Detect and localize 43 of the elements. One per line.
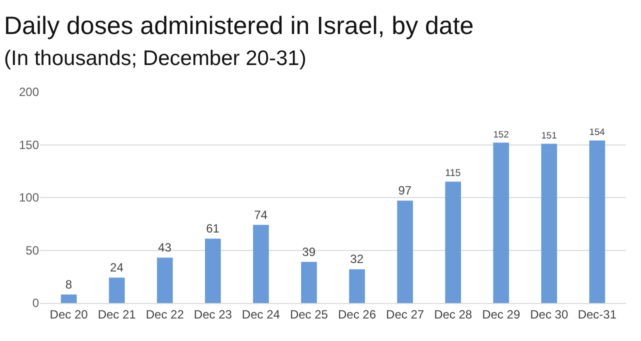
- data-label: 39: [302, 244, 316, 259]
- bar: [301, 262, 317, 303]
- x-tick-label: Dec 29: [482, 307, 520, 322]
- bar: [589, 140, 606, 303]
- data-label: 151: [541, 130, 557, 140]
- bar: [349, 269, 365, 303]
- bar: [541, 144, 558, 303]
- bar: [493, 142, 510, 303]
- data-label: 8: [65, 278, 72, 292]
- chart-title: Daily doses administered in Israel, by date: [4, 12, 474, 40]
- bar: [60, 294, 77, 303]
- x-tick-label: Dec 22: [146, 307, 184, 322]
- y-tick-label: 50: [26, 243, 40, 258]
- data-label: 152: [493, 129, 509, 140]
- bar: [108, 278, 125, 303]
- x-tick-label: Dec 24: [242, 307, 280, 322]
- x-tick-label: Dec 25: [290, 307, 328, 322]
- bar: [445, 182, 462, 303]
- x-tick-label: Dec 23: [194, 307, 232, 322]
- x-tick-label: Dec 26: [338, 307, 376, 322]
- x-tick-label: Dec 27: [386, 307, 424, 322]
- x-tick-label: Dec-31: [578, 307, 617, 322]
- x-tick-label: Dec 20: [50, 307, 88, 322]
- data-label: 115: [445, 168, 462, 180]
- data-label: 74: [254, 208, 268, 222]
- data-label: 32: [350, 252, 364, 266]
- y-tick-label: 200: [18, 85, 40, 100]
- data-label: 61: [206, 222, 220, 236]
- bar: [156, 258, 173, 303]
- y-tick-label: 100: [18, 190, 40, 205]
- x-tick-label: Dec 21: [98, 307, 136, 322]
- x-tick-label: Dec 30: [530, 307, 568, 322]
- chart-subtitle: (In thousands; December 20-31): [4, 47, 306, 70]
- y-tick-label: 150: [18, 138, 40, 152]
- bar: [253, 224, 269, 303]
- data-label: 97: [398, 184, 412, 198]
- y-tick-label: 0: [32, 296, 40, 310]
- x-tick-label: Dec 28: [434, 307, 472, 322]
- data-label: 24: [110, 260, 124, 275]
- bar: [204, 238, 221, 303]
- bar: [397, 200, 413, 303]
- data-label: 43: [158, 240, 172, 255]
- data-label: 154: [589, 127, 605, 138]
